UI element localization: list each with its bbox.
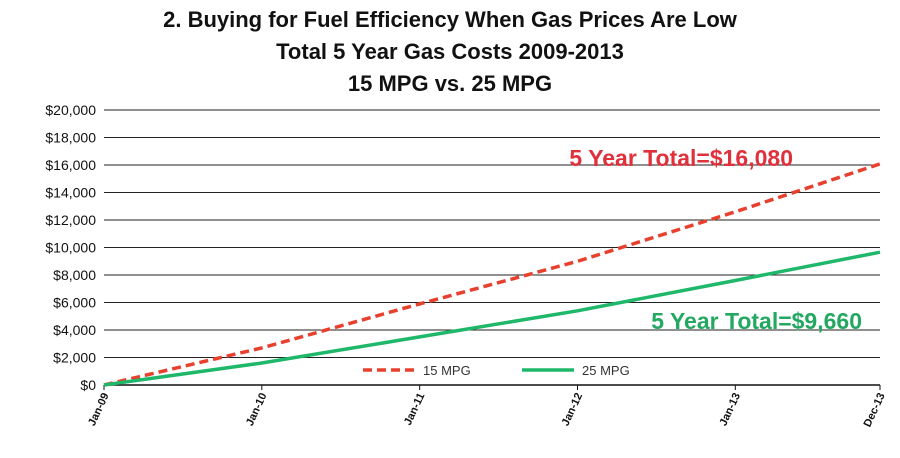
y-tick-label: $0 <box>80 377 96 393</box>
series-line-15-mpg <box>103 162 881 387</box>
y-tick-label: $18,000 <box>45 130 96 146</box>
legend-label-1: 25 MPG <box>582 363 630 378</box>
annotation-total-0: 5 Year Total=$16,080 <box>569 145 793 171</box>
title-line-3: 15 MPG vs. 25 MPG <box>347 71 553 96</box>
chart-title: 2. Buying for Fuel Efficiency When Gas P… <box>0 4 900 100</box>
y-tick-label: $20,000 <box>45 102 96 118</box>
x-tick-label: Jan-11 <box>402 391 427 427</box>
x-tick-label: Jan-13 <box>717 391 743 428</box>
legend-label-0: 15 MPG <box>423 363 471 378</box>
annotation-total-1: 5 Year Total=$9,660 <box>651 308 862 334</box>
title-line-1: 2. Buying for Fuel Efficiency When Gas P… <box>163 7 737 32</box>
title-line-2: Total 5 Year Gas Costs 2009-2013 <box>276 39 624 64</box>
y-tick-label: $16,000 <box>45 157 96 173</box>
y-tick-label: $6,000 <box>53 295 96 311</box>
x-tick-label: Jan-09 <box>86 391 112 428</box>
x-tick-label: Dec-13 <box>862 391 888 429</box>
y-tick-label: $4,000 <box>53 322 96 338</box>
y-tick-label: $14,000 <box>45 185 96 201</box>
y-tick-label: $2,000 <box>53 350 96 366</box>
y-tick-label: $10,000 <box>45 240 96 256</box>
series-line-25-mpg <box>103 250 881 387</box>
x-tick-label: Jan-10 <box>244 391 270 428</box>
y-tick-label: $8,000 <box>53 267 96 283</box>
y-tick-label: $12,000 <box>45 212 96 228</box>
x-tick-label: Jan-12 <box>560 391 586 428</box>
